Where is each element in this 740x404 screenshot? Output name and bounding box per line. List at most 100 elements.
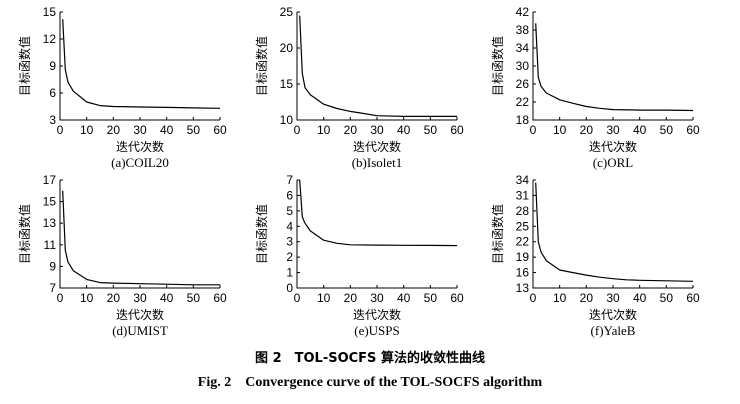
y-axis-label: 目标函数值 (490, 204, 505, 264)
y-tick-label: 38 (516, 23, 530, 37)
y-tick-label: 13 (43, 216, 57, 230)
x-tick-label: 30 (370, 123, 384, 137)
x-tick-label: 10 (317, 123, 331, 137)
x-tick-label: 50 (187, 123, 201, 137)
y-tick-label: 5 (286, 204, 293, 218)
y-tick-label: 4 (286, 219, 293, 233)
y-tick-label: 9 (49, 59, 56, 73)
x-tick-label: 50 (660, 291, 674, 305)
x-tick-label: 20 (344, 123, 358, 137)
x-tick-label: 10 (317, 291, 331, 305)
x-tick-label: 30 (133, 123, 147, 137)
y-tick-label: 26 (516, 77, 530, 91)
series-line (535, 182, 694, 282)
y-tick-label: 42 (516, 5, 530, 19)
axes (296, 180, 457, 289)
x-tick-label: 30 (133, 291, 147, 305)
y-tick-label: 19 (516, 250, 530, 264)
x-tick-label: 0 (530, 291, 537, 305)
y-axis-label: 目标函数值 (17, 204, 32, 264)
y-axis-label: 目标函数值 (254, 204, 269, 264)
y-tick-label: 28 (516, 204, 530, 218)
y-tick-label: 30 (516, 59, 530, 73)
x-tick-label: 30 (606, 291, 620, 305)
x-axis-label: 迭代次数 (589, 139, 637, 154)
x-tick-label: 50 (424, 123, 438, 137)
y-tick-label: 7 (286, 173, 293, 187)
y-axis-label: 目标函数值 (17, 36, 32, 96)
series-line (299, 15, 457, 118)
y-tick-label: 22 (516, 95, 530, 109)
panel-subtitle: (e)USPS (354, 323, 400, 338)
y-tick-label: 25 (516, 219, 530, 233)
series-line (62, 190, 220, 286)
y-tick-label: 18 (516, 113, 530, 127)
figure-caption-english: Fig. 2 Convergence curve of the TOL-SOCF… (197, 375, 543, 390)
x-tick-label: 60 (686, 291, 700, 305)
x-tick-label: 20 (344, 291, 358, 305)
x-tick-label: 40 (633, 123, 647, 137)
axes (59, 180, 220, 289)
y-tick-label: 10 (280, 113, 294, 127)
y-tick-label: 12 (43, 32, 57, 46)
x-tick-label: 20 (580, 291, 594, 305)
x-tick-label: 40 (160, 123, 174, 137)
panel-subtitle: (a)COIL20 (111, 155, 169, 170)
y-tick-label: 6 (286, 188, 293, 202)
x-tick-label: 20 (580, 123, 594, 137)
x-tick-label: 10 (80, 123, 94, 137)
x-tick-label: 50 (187, 291, 201, 305)
y-tick-label: 16 (516, 266, 530, 280)
y-tick-label: 3 (49, 113, 56, 127)
y-tick-label: 15 (43, 195, 57, 209)
y-tick-label: 22 (516, 235, 530, 249)
x-tick-label: 0 (57, 291, 64, 305)
panel-subtitle: (c)ORL (593, 155, 633, 170)
x-tick-label: 10 (553, 291, 567, 305)
x-tick-label: 60 (450, 291, 464, 305)
x-axis-label: 迭代次数 (589, 307, 637, 322)
y-tick-label: 25 (280, 5, 294, 19)
x-tick-label: 30 (606, 123, 620, 137)
y-tick-label: 3 (286, 235, 293, 249)
x-tick-label: 50 (660, 123, 674, 137)
y-tick-label: 6 (49, 86, 56, 100)
panel-subtitle: (f)YaleB (591, 323, 636, 338)
series-line (535, 23, 694, 112)
y-tick-label: 20 (280, 41, 294, 55)
x-tick-label: 40 (397, 123, 411, 137)
x-tick-label: 10 (553, 123, 567, 137)
x-tick-label: 0 (57, 123, 64, 137)
y-tick-label: 0 (286, 281, 293, 295)
axes (59, 12, 220, 121)
series-line (62, 19, 221, 109)
y-tick-label: 7 (49, 281, 56, 295)
x-tick-label: 60 (686, 123, 700, 137)
axes (532, 12, 693, 121)
x-tick-label: 0 (294, 123, 301, 137)
y-axis-label: 目标函数值 (490, 36, 505, 96)
y-tick-label: 34 (516, 173, 530, 187)
x-tick-label: 20 (107, 291, 121, 305)
axes (532, 180, 693, 289)
x-axis-label: 迭代次数 (116, 139, 164, 154)
x-tick-label: 30 (370, 291, 384, 305)
y-tick-label: 13 (516, 281, 530, 295)
x-tick-label: 50 (424, 291, 438, 305)
x-axis-label: 迭代次数 (116, 307, 164, 322)
panel-subtitle: (b)Isolet1 (352, 155, 403, 170)
y-tick-label: 9 (49, 259, 56, 273)
x-tick-label: 0 (530, 123, 537, 137)
y-tick-label: 17 (43, 173, 57, 187)
y-tick-label: 31 (516, 188, 530, 202)
figure-caption-chinese: 图 2 TOL-SOCFS 算法的收敛性曲线 (255, 351, 485, 366)
series-line (299, 179, 458, 247)
x-tick-label: 40 (160, 291, 174, 305)
x-tick-label: 60 (450, 123, 464, 137)
